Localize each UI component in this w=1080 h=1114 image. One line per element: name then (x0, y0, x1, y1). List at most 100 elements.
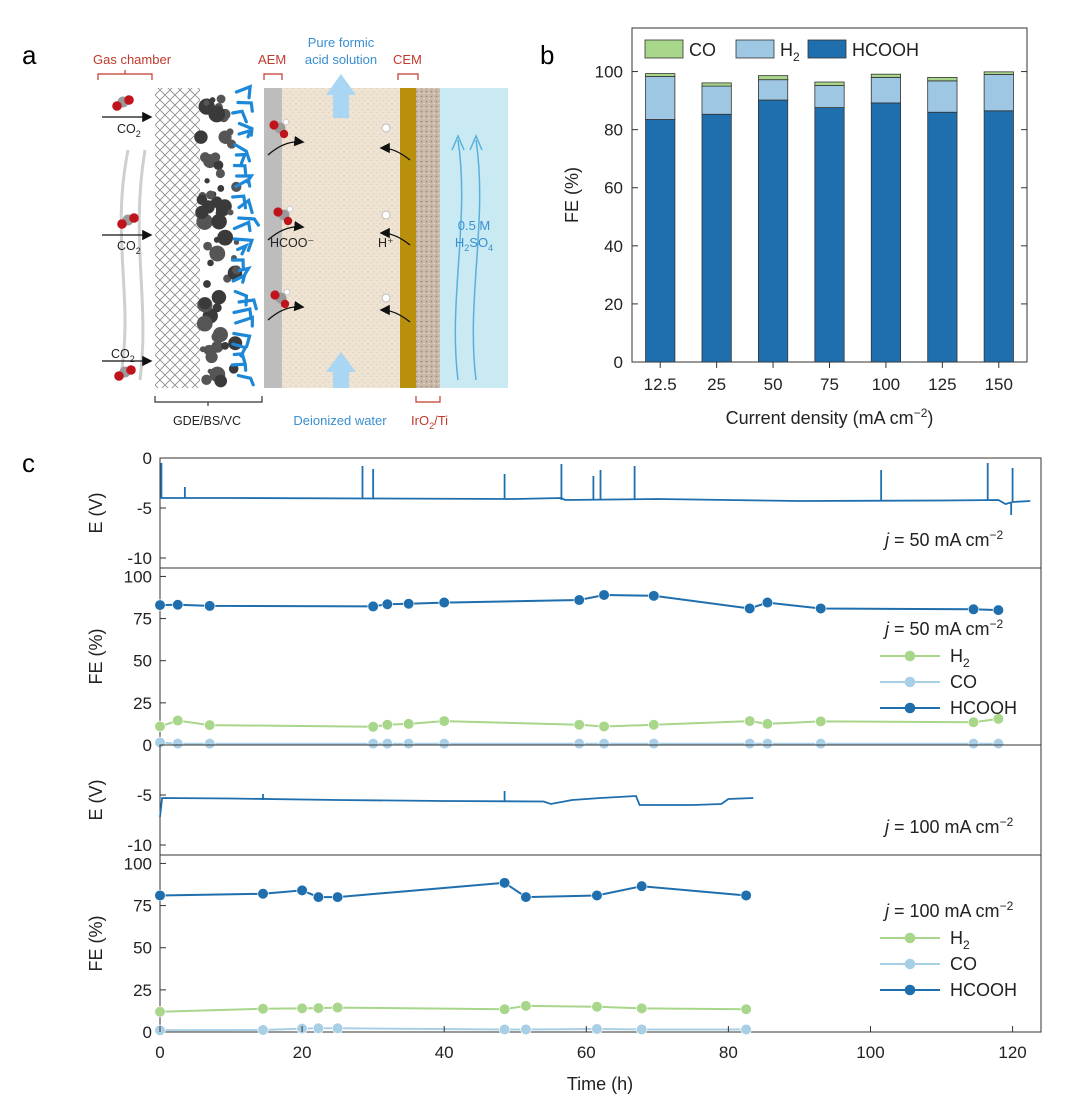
oxygen-atom (117, 219, 127, 229)
y-tick-label: 50 (133, 652, 152, 671)
fe-point-h2 (648, 719, 660, 731)
fe-point-co (332, 1022, 344, 1034)
catalyst-particle (212, 327, 228, 343)
carbon-fiber (232, 220, 252, 233)
fe-point-h2 (967, 716, 980, 728)
oxygen-atom (126, 365, 136, 375)
formate-molecule-icon (273, 205, 294, 226)
panel-label-b: b (540, 40, 554, 70)
fe-point-h2 (204, 719, 216, 731)
fe-point-h2 (154, 720, 166, 733)
panel-c-chart: 0 -5 -10 E (V) j = 50 mA cm−2 0 25 50 75 100 FE (%… (86, 449, 1042, 1094)
x-tick-label: 100 (856, 1043, 884, 1062)
fe-point-co (498, 1023, 511, 1036)
formate-molecule-icon (270, 288, 291, 309)
fe-point-hcooh (744, 602, 756, 615)
oxygen-atom (273, 207, 283, 217)
carbon-fiber (230, 258, 245, 271)
brace-aem (263, 73, 283, 80)
catalyst-particle (227, 209, 234, 216)
hydrogen-atom (282, 118, 290, 126)
y-axis-label: FE (%) (86, 916, 106, 972)
fe-point-h2 (296, 1002, 308, 1015)
carbon-fiber (236, 242, 250, 256)
carbon-fiber (237, 127, 254, 139)
catalyst-particle (204, 178, 210, 184)
carbon-fiber (234, 177, 252, 189)
legend-label: HCOOH (950, 698, 1017, 718)
y-axis-label: E (V) (86, 779, 106, 820)
y-tick-label: 40 (604, 237, 623, 256)
legend-swatch (807, 39, 847, 59)
y-tick-label: 20 (604, 295, 623, 314)
fe-point-h2 (740, 1003, 752, 1015)
bar-segment-h2 (758, 79, 789, 101)
legend-swatch (644, 39, 684, 59)
fe-point-h2 (381, 719, 393, 731)
fe-line-h2 (159, 1004, 747, 1013)
bar-segment-co (814, 81, 845, 86)
pure-formic-label-2: acid solution (305, 52, 377, 67)
bar-segment-hcooh (814, 107, 845, 363)
proton-icon (381, 123, 391, 133)
fe-point-co (967, 738, 980, 750)
legend-label: H2 (780, 40, 800, 64)
carbon-fiber (237, 298, 258, 311)
y-tick-label: 0 (614, 353, 623, 372)
carbon-fiber (234, 84, 252, 100)
anode-label: IrO2/Ti (411, 413, 448, 431)
carbon-fiber (232, 307, 253, 320)
fe-point-h2 (332, 1001, 344, 1014)
legend-label: CO (950, 954, 977, 974)
catalyst-particle (208, 105, 226, 123)
fe-point-h2 (520, 1000, 532, 1012)
catalyst-particle (221, 342, 229, 350)
formate-label: HCOO⁻ (270, 236, 314, 250)
fe-point-co (573, 738, 585, 750)
current-density-annotation: j = 100 mA cm−2 (882, 899, 1014, 921)
gas-flow-line (137, 149, 147, 381)
bar-segment-co (701, 82, 732, 87)
catalyst-particle (212, 303, 222, 313)
proton-icon (381, 293, 391, 303)
y-tick-label: 75 (133, 610, 152, 629)
x-tick-label: 75 (820, 375, 839, 394)
co2-label: CO2 (117, 239, 141, 256)
bar-segment-h2 (870, 76, 901, 104)
y-axis-label: FE (%) (562, 167, 582, 223)
fe-point-co (744, 738, 756, 750)
catalyst-particle (216, 94, 226, 104)
fe-point-h2 (498, 1003, 511, 1015)
carbon-fiber (232, 163, 248, 175)
gas-chamber-label: Gas chamber (93, 52, 172, 67)
y-axis-label: FE (%) (86, 629, 106, 685)
bar-segment-h2 (927, 80, 958, 113)
catalyst-particle (223, 231, 232, 240)
bar-segment-hcooh (758, 99, 789, 363)
fe-point-h2 (312, 1002, 325, 1014)
fe-point-h2 (367, 721, 379, 733)
oxygen-atom (279, 129, 289, 139)
fe-point-hcooh (815, 602, 827, 615)
ion-arrow-icon (267, 135, 305, 156)
fe-point-hcooh (403, 598, 415, 610)
y-tick-label: 0 (143, 449, 152, 468)
gde-mesh (155, 88, 200, 388)
fe-point-hcooh (438, 596, 450, 609)
carbon-fiber (236, 373, 255, 387)
fe-point-co (992, 738, 1004, 750)
hydrogen-atom (286, 205, 294, 213)
fe-point-h2 (744, 715, 756, 727)
fe-point-co (598, 738, 610, 750)
fe-point-hcooh (257, 888, 269, 900)
bar-segment-hcooh (645, 119, 676, 363)
co2-label: CO2 (111, 347, 135, 364)
fe-point-co (815, 738, 827, 750)
fe-point-hcooh (598, 589, 610, 601)
outflow-arrow-icon (326, 74, 356, 118)
x-axis-label: Time (h) (567, 1074, 633, 1094)
oxygen-atom (114, 371, 124, 381)
fe-point-h2 (598, 720, 610, 733)
fe-point-hcooh (381, 598, 393, 610)
catalyst-particle (217, 199, 232, 214)
